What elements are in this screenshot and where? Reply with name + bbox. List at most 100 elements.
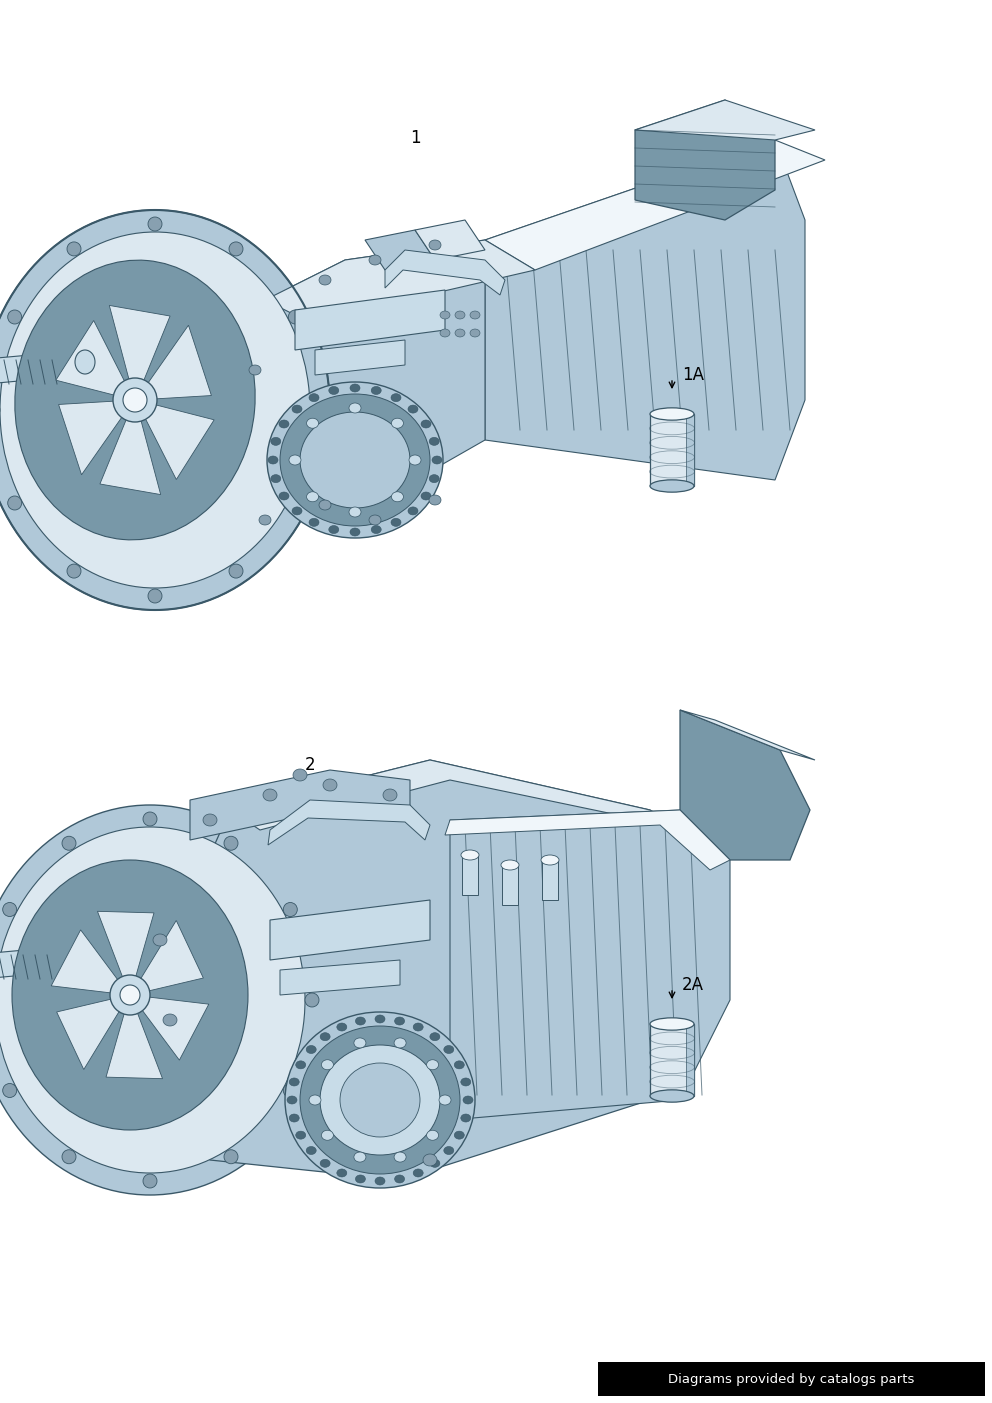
- Polygon shape: [230, 760, 690, 831]
- Polygon shape: [0, 349, 85, 384]
- Polygon shape: [97, 912, 154, 986]
- Ellipse shape: [427, 1059, 438, 1069]
- Ellipse shape: [285, 1012, 475, 1188]
- Ellipse shape: [309, 518, 319, 526]
- Polygon shape: [100, 407, 161, 495]
- Ellipse shape: [383, 788, 397, 801]
- Polygon shape: [385, 250, 505, 295]
- Ellipse shape: [650, 1017, 694, 1030]
- Ellipse shape: [290, 1114, 300, 1122]
- Ellipse shape: [62, 1149, 76, 1163]
- Ellipse shape: [224, 1149, 238, 1163]
- Ellipse shape: [369, 255, 381, 265]
- Ellipse shape: [439, 1094, 451, 1106]
- Ellipse shape: [421, 419, 431, 428]
- Ellipse shape: [443, 1146, 453, 1155]
- Ellipse shape: [421, 492, 431, 499]
- Ellipse shape: [430, 1033, 439, 1041]
- Ellipse shape: [650, 408, 694, 419]
- Polygon shape: [270, 899, 430, 960]
- Ellipse shape: [470, 311, 480, 318]
- Polygon shape: [59, 400, 130, 474]
- Ellipse shape: [307, 492, 318, 502]
- Polygon shape: [635, 100, 815, 140]
- Ellipse shape: [163, 1014, 177, 1026]
- Ellipse shape: [355, 1017, 365, 1026]
- Ellipse shape: [650, 1090, 694, 1103]
- Ellipse shape: [143, 812, 157, 826]
- Ellipse shape: [371, 526, 381, 533]
- Ellipse shape: [310, 403, 324, 417]
- Ellipse shape: [391, 518, 401, 526]
- Ellipse shape: [375, 1177, 385, 1186]
- Ellipse shape: [391, 394, 401, 401]
- Ellipse shape: [8, 310, 22, 324]
- Ellipse shape: [541, 854, 559, 866]
- Text: 2A: 2A: [682, 976, 704, 993]
- Ellipse shape: [440, 311, 450, 318]
- Ellipse shape: [3, 902, 17, 916]
- Polygon shape: [245, 240, 485, 521]
- Polygon shape: [365, 230, 435, 269]
- Polygon shape: [502, 866, 518, 905]
- Ellipse shape: [423, 1155, 437, 1166]
- Ellipse shape: [430, 438, 439, 445]
- Ellipse shape: [454, 1061, 464, 1069]
- Ellipse shape: [461, 1078, 471, 1086]
- Ellipse shape: [284, 902, 298, 916]
- Polygon shape: [462, 854, 478, 895]
- Ellipse shape: [443, 1045, 453, 1054]
- Polygon shape: [140, 325, 211, 400]
- Polygon shape: [265, 240, 535, 330]
- Polygon shape: [106, 1003, 163, 1079]
- Polygon shape: [56, 320, 131, 398]
- Ellipse shape: [123, 389, 147, 412]
- Ellipse shape: [203, 814, 217, 826]
- Ellipse shape: [409, 455, 421, 464]
- Ellipse shape: [470, 328, 480, 337]
- Polygon shape: [635, 100, 775, 220]
- Ellipse shape: [392, 418, 404, 428]
- Polygon shape: [542, 860, 558, 899]
- Ellipse shape: [307, 418, 318, 428]
- Ellipse shape: [349, 506, 361, 516]
- Ellipse shape: [289, 497, 303, 511]
- Ellipse shape: [309, 1094, 321, 1106]
- Ellipse shape: [143, 1174, 157, 1188]
- Polygon shape: [52, 930, 124, 995]
- Ellipse shape: [350, 528, 360, 536]
- Ellipse shape: [430, 474, 439, 483]
- Ellipse shape: [432, 456, 442, 464]
- Ellipse shape: [148, 589, 162, 603]
- Ellipse shape: [319, 275, 331, 285]
- Polygon shape: [650, 414, 694, 485]
- Ellipse shape: [307, 1045, 316, 1054]
- Polygon shape: [650, 1024, 694, 1096]
- Ellipse shape: [15, 260, 255, 540]
- Ellipse shape: [12, 860, 248, 1129]
- Ellipse shape: [292, 405, 302, 412]
- Ellipse shape: [279, 492, 289, 499]
- Ellipse shape: [337, 1169, 347, 1177]
- Ellipse shape: [337, 1023, 347, 1031]
- FancyBboxPatch shape: [598, 1362, 985, 1396]
- Ellipse shape: [427, 1131, 438, 1141]
- Ellipse shape: [110, 975, 150, 1014]
- Ellipse shape: [271, 438, 281, 445]
- Ellipse shape: [455, 328, 465, 337]
- Ellipse shape: [430, 1159, 439, 1167]
- Polygon shape: [445, 810, 730, 870]
- Ellipse shape: [67, 564, 81, 578]
- Ellipse shape: [323, 779, 337, 791]
- Polygon shape: [485, 140, 825, 269]
- Ellipse shape: [284, 1083, 298, 1097]
- Ellipse shape: [394, 1038, 406, 1048]
- Ellipse shape: [319, 499, 331, 511]
- Ellipse shape: [268, 456, 278, 464]
- Polygon shape: [450, 810, 730, 1120]
- Ellipse shape: [279, 419, 289, 428]
- Ellipse shape: [153, 934, 167, 946]
- Ellipse shape: [395, 1017, 405, 1026]
- Ellipse shape: [392, 492, 404, 502]
- Ellipse shape: [414, 1023, 424, 1031]
